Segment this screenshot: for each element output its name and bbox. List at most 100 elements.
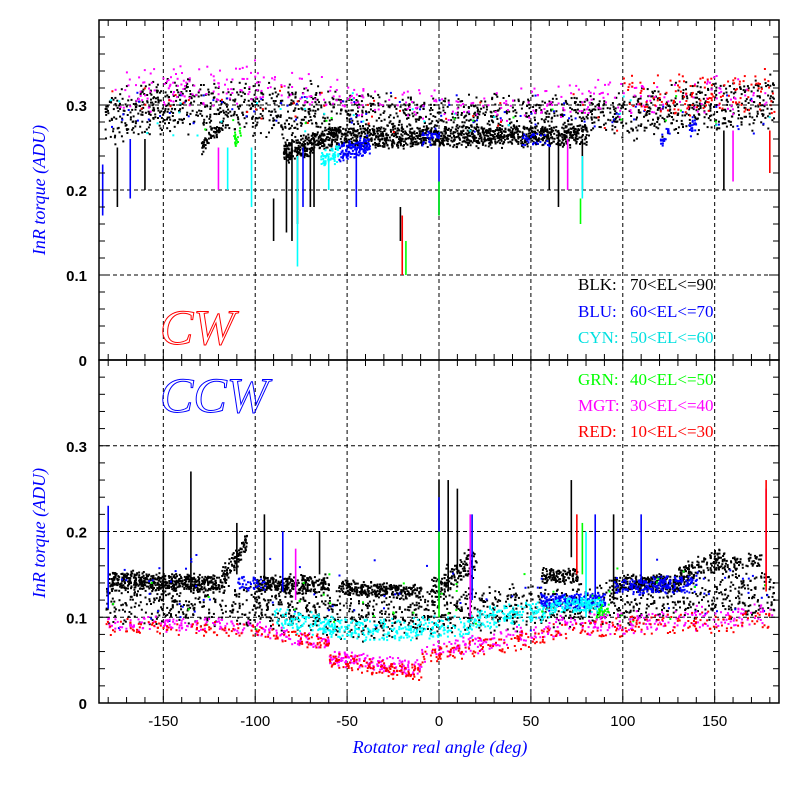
data-point-blk	[468, 617, 471, 620]
data-point-blk	[288, 151, 291, 154]
data-point-blk	[297, 100, 300, 103]
data-point-blk	[269, 114, 272, 117]
data-point-blk	[269, 620, 272, 622]
data-point-blk	[462, 136, 465, 139]
data-point-red	[294, 115, 297, 118]
data-point-blk	[148, 113, 151, 115]
data-point-blk	[178, 118, 181, 121]
data-point-blk	[469, 144, 472, 147]
data-point-blk	[512, 627, 515, 630]
data-point-mgt	[396, 104, 399, 107]
data-point-mgt	[280, 94, 283, 97]
data-point-mgt	[587, 106, 590, 109]
data-point-blk	[578, 129, 581, 132]
data-point-blk	[144, 85, 147, 88]
data-point-blk	[391, 123, 394, 126]
data-point-blk	[389, 120, 392, 123]
data-point-blk	[541, 127, 544, 130]
data-point-blk	[112, 98, 115, 101]
data-point-blk	[108, 622, 111, 625]
data-point-blk	[289, 152, 292, 155]
data-point-blk	[578, 116, 581, 119]
data-point-blu	[661, 139, 664, 142]
data-point-blk	[585, 134, 588, 136]
data-point-blk	[386, 124, 389, 127]
data-point-blk	[647, 119, 650, 122]
data-point-blu	[352, 145, 355, 148]
data-point-blk	[677, 89, 680, 92]
data-point-blk	[210, 128, 213, 131]
data-point-mgt	[700, 103, 703, 105]
data-point-blk	[604, 122, 607, 125]
data-point-blu	[360, 148, 363, 151]
data-point-blk	[238, 602, 241, 605]
data-point-blu	[342, 154, 345, 157]
data-point-mgt	[581, 101, 584, 104]
data-point-blk	[517, 100, 520, 103]
data-point-blk	[575, 142, 578, 145]
data-point-blk	[110, 117, 113, 120]
data-point-blk	[137, 590, 139, 593]
data-point-mgt	[362, 96, 365, 99]
data-point-blk	[576, 130, 579, 133]
data-point-red	[710, 92, 713, 95]
data-point-blk	[133, 594, 136, 597]
data-point-blk	[307, 155, 310, 158]
data-point-cyn	[324, 148, 327, 151]
data-point-blk	[310, 83, 313, 85]
data-point-blk	[532, 130, 535, 133]
data-point-blk	[408, 609, 411, 612]
data-point-blk	[306, 155, 309, 157]
data-point-blk	[531, 131, 534, 134]
data-point-blk	[185, 600, 188, 603]
data-point-blk	[657, 127, 660, 130]
data-point-blk	[703, 116, 706, 119]
data-point-blk	[555, 134, 558, 137]
data-point-blk	[404, 104, 407, 107]
data-point-blk	[372, 110, 375, 112]
data-point-blk	[603, 102, 606, 105]
data-point-blk	[264, 599, 267, 602]
data-point-blk	[346, 134, 349, 137]
data-point-blk	[593, 116, 596, 119]
data-point-blk	[262, 93, 265, 96]
data-point-blk	[541, 128, 544, 131]
data-point-mgt	[531, 90, 533, 93]
data-point-blk	[163, 613, 166, 616]
data-point-blk	[609, 111, 612, 114]
data-point-blk	[772, 97, 775, 100]
data-point-blk	[444, 111, 447, 114]
data-point-mgt	[557, 102, 560, 105]
data-point-red	[689, 85, 692, 87]
data-point-blu	[368, 148, 370, 151]
data-point-blk	[503, 134, 506, 137]
data-point-blk	[336, 613, 339, 616]
data-point-red	[691, 91, 694, 94]
data-point-cyn	[321, 152, 324, 154]
data-point-blk	[451, 140, 454, 143]
data-point-blk	[407, 624, 410, 627]
data-point-blk	[204, 105, 207, 108]
data-point-blk	[320, 137, 323, 140]
data-point-red	[653, 82, 655, 85]
data-point-blk	[724, 108, 727, 111]
data-point-blk	[341, 141, 344, 144]
data-point-blk	[261, 614, 264, 617]
data-point-blk	[306, 141, 309, 144]
data-point-cyn	[329, 158, 332, 161]
data-point-blk	[767, 84, 769, 87]
data-point-blu	[421, 144, 424, 147]
data-point-mgt	[169, 83, 172, 86]
data-point-blk	[169, 130, 172, 133]
data-point-blk	[236, 610, 239, 613]
data-point-blk	[290, 117, 293, 120]
data-point-blk	[479, 137, 482, 140]
data-point-blk	[427, 127, 430, 130]
data-point-blk	[476, 129, 479, 132]
data-point-grn	[233, 135, 236, 138]
data-point-blk	[383, 118, 386, 121]
data-point-cyn	[507, 124, 510, 127]
data-point-blk	[560, 103, 563, 106]
data-point-blk	[559, 113, 562, 116]
data-point-blk	[294, 149, 297, 151]
